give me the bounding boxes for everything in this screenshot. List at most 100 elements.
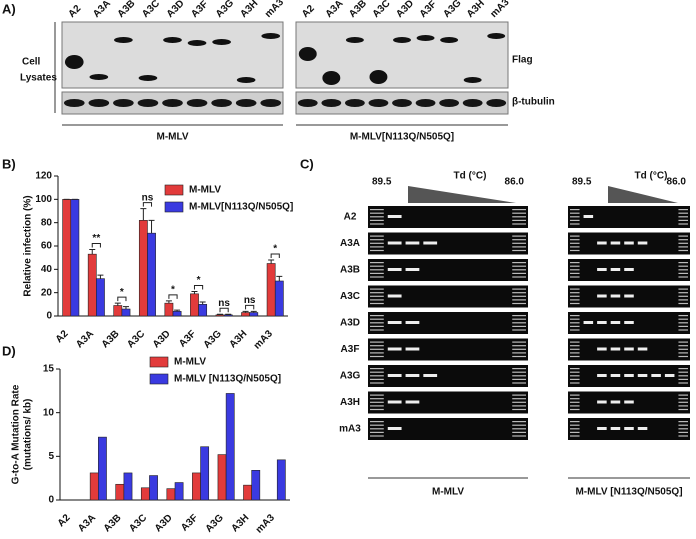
- band: [610, 374, 621, 377]
- bar: [149, 475, 158, 501]
- lane-label: mA3: [263, 0, 286, 20]
- ladder: [370, 352, 384, 354]
- ladder: [370, 249, 384, 252]
- ladder: [570, 322, 580, 324]
- gel-row: [368, 232, 528, 255]
- band: [440, 37, 459, 43]
- ladder: [678, 299, 688, 301]
- band: [637, 427, 648, 430]
- band: [405, 268, 420, 271]
- band: [137, 99, 159, 107]
- band: [610, 294, 621, 298]
- ladder: [678, 428, 688, 430]
- ladder: [370, 272, 384, 274]
- ladder: [512, 242, 526, 244]
- band: [114, 37, 133, 43]
- x-tick-label: A3C: [125, 328, 147, 350]
- band: [236, 77, 256, 83]
- ladder: [570, 219, 580, 221]
- band: [597, 294, 607, 298]
- band: [624, 400, 634, 404]
- ladder: [678, 348, 688, 350]
- ladder: [570, 242, 580, 244]
- row-title: Cell: [22, 57, 41, 68]
- panel-label: B): [2, 156, 16, 171]
- error-bar: [140, 208, 147, 221]
- error-bar: [165, 300, 172, 304]
- band: [423, 241, 438, 245]
- ladder: [570, 341, 580, 343]
- ladder: [512, 209, 526, 211]
- ladder: [512, 288, 526, 290]
- ladder: [570, 315, 580, 317]
- band: [162, 99, 183, 107]
- y-tick-label: 100: [35, 194, 52, 205]
- bar: [166, 488, 176, 501]
- error-bar: [191, 291, 198, 294]
- error-bar: [217, 313, 224, 315]
- ladder: [570, 428, 580, 430]
- ladder: [570, 405, 580, 407]
- band: [322, 71, 341, 85]
- ladder: [678, 352, 688, 354]
- row-label: mA3: [339, 424, 361, 435]
- ladder: [512, 219, 526, 221]
- ladder: [570, 246, 580, 248]
- ladder: [678, 322, 688, 324]
- y-tick-label: 120: [35, 171, 52, 182]
- gel-row: [368, 259, 528, 281]
- row-label: A3F: [341, 344, 360, 355]
- ladder: [370, 235, 384, 237]
- lane-label: A3D: [394, 0, 416, 20]
- gradient-wedge: [608, 186, 678, 203]
- ladder: [370, 219, 384, 221]
- y-tick-label: 40: [41, 264, 53, 275]
- legend-swatch: [149, 373, 169, 385]
- row-label: A3H: [340, 397, 360, 408]
- sig-label: ns: [244, 295, 256, 306]
- bar: [198, 304, 208, 317]
- bar: [249, 312, 259, 317]
- band: [597, 321, 607, 324]
- bar: [98, 436, 107, 501]
- ladder: [678, 292, 688, 294]
- gel-row: [368, 391, 528, 414]
- ladder: [570, 401, 580, 403]
- ladder: [370, 288, 384, 290]
- ladder: [678, 235, 688, 237]
- sig-label: *: [273, 244, 277, 255]
- x-tick-label: A3F: [179, 512, 200, 533]
- ladder: [370, 378, 384, 380]
- band: [298, 47, 317, 61]
- band: [610, 347, 621, 351]
- band: [423, 374, 438, 377]
- td-start: 89.5: [572, 177, 592, 188]
- error-bar: [114, 302, 121, 306]
- error-bar: [268, 259, 275, 264]
- sig-label: *: [171, 284, 175, 295]
- ladder: [570, 355, 580, 358]
- ladder: [370, 394, 384, 396]
- band: [235, 99, 257, 107]
- lane-label: A2: [300, 3, 317, 20]
- ladder: [512, 428, 526, 430]
- sig-bracket: [270, 253, 280, 258]
- band: [624, 294, 634, 298]
- band: [597, 268, 607, 271]
- bar: [96, 278, 105, 317]
- ladder: [678, 265, 688, 267]
- x-tick-label: A3B: [100, 328, 122, 350]
- band: [212, 39, 231, 45]
- gel-row: [368, 365, 528, 387]
- ladder: [570, 424, 580, 426]
- td-end: 86.0: [667, 177, 687, 188]
- ladder: [370, 435, 384, 437]
- ladder: [678, 355, 688, 358]
- ladder: [370, 265, 384, 267]
- sig-bracket: [142, 202, 153, 207]
- band: [610, 241, 621, 245]
- sig-bracket: [193, 285, 204, 290]
- band: [439, 99, 460, 107]
- ladder: [570, 394, 580, 396]
